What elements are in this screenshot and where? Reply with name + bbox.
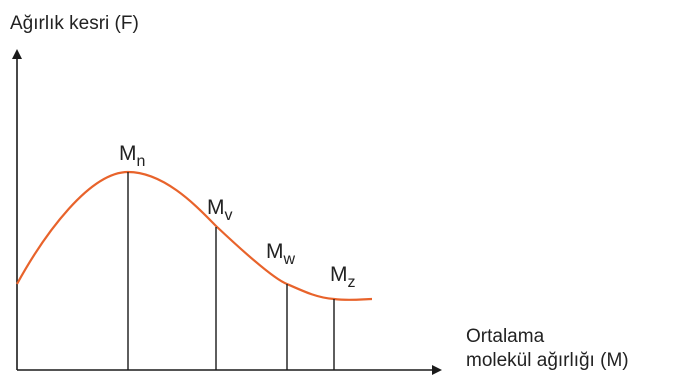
marker-label-mv: Mv <box>207 196 233 224</box>
x-axis-label-line2: molekül ağırlığı (M) <box>466 350 629 371</box>
distribution-curve <box>16 170 373 301</box>
marker-label-mw: Mw <box>266 240 296 268</box>
marker-label-mn: Mn <box>119 142 145 170</box>
y-axis-label: Ağırlık kesri (F) <box>10 13 139 34</box>
marker-label-mz: Mz <box>330 263 356 291</box>
x-axis-label-line1: Ortalama <box>466 326 545 347</box>
